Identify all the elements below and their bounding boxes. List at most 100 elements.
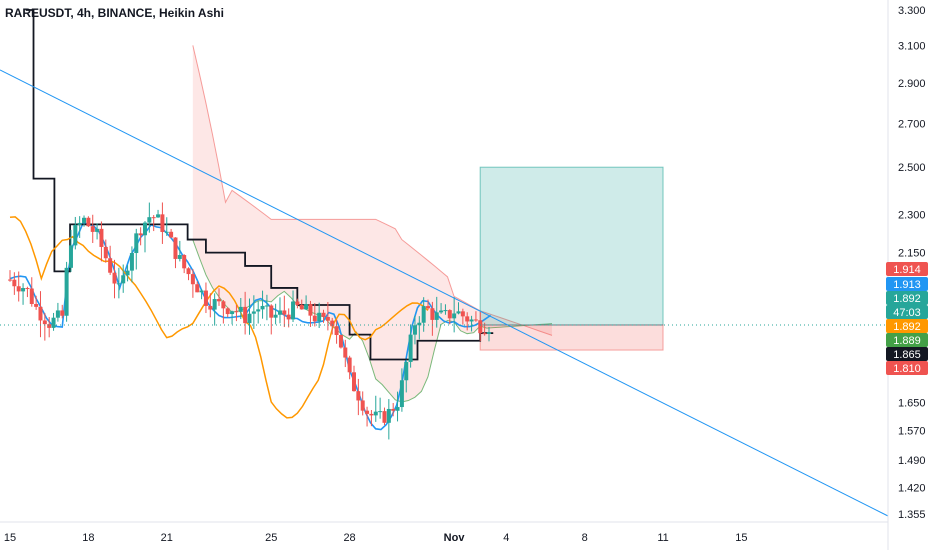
trendline-group[interactable] (0, 69, 889, 517)
candle-body (190, 274, 195, 285)
price-badge-label: 47:03 (893, 307, 921, 319)
profit-zone (479, 166, 664, 326)
candle-body (260, 305, 265, 310)
candle-body (103, 246, 108, 259)
candle-body (147, 217, 152, 223)
candle-body (447, 310, 452, 319)
candle-body (156, 214, 161, 218)
y-tick-label: 1.490 (898, 455, 926, 467)
long-position-tool[interactable] (479, 166, 664, 351)
price-badge-label: 1.913 (893, 279, 921, 291)
stop-zone (479, 324, 664, 351)
candle-body (151, 217, 156, 219)
candle-body (417, 322, 422, 326)
candle-body (112, 272, 117, 284)
y-tick-label: 1.355 (898, 509, 926, 521)
candle-body (77, 222, 82, 225)
time-axis[interactable]: 15 18 21 25 28 Nov 4 8 11 15 (0, 521, 888, 544)
x-tick-label: 15 (735, 532, 747, 544)
y-tick-label: 1.650 (898, 397, 926, 409)
x-tick-label: 25 (265, 532, 277, 544)
x-tick-label: 18 (82, 532, 94, 544)
candle-body (243, 306, 248, 324)
candle-body (439, 310, 444, 313)
price-badge (886, 262, 928, 276)
candle-body (99, 228, 104, 247)
candle-body (25, 288, 30, 290)
x-tick-label: 21 (161, 532, 173, 544)
x-tick-label: 28 (343, 532, 355, 544)
candle-body (452, 313, 457, 319)
price-badge (886, 277, 928, 291)
x-tick-label: 8 (582, 532, 588, 544)
candle-body (286, 314, 291, 320)
candle-body (47, 324, 52, 328)
price-badge-label: 1.889 (893, 335, 921, 347)
candle-body (138, 233, 143, 236)
candle-body (42, 320, 47, 325)
price-badge (886, 291, 928, 305)
candle-body (482, 333, 487, 335)
candle-body (347, 357, 352, 373)
price-badge (886, 333, 928, 347)
span-b-line (192, 45, 553, 336)
candle-body (195, 284, 200, 293)
candle-body (177, 255, 182, 259)
candle-body (68, 245, 73, 268)
y-tick-label: 2.300 (898, 209, 926, 221)
candle-body (234, 311, 239, 313)
x-tick-label: Nov (444, 532, 466, 544)
candle-body (164, 231, 169, 233)
candle-body (391, 408, 396, 411)
candle-body (404, 361, 409, 381)
candle-body (251, 311, 256, 314)
candle-body (38, 306, 43, 321)
candle-body (412, 325, 417, 335)
candle-body (373, 411, 378, 416)
candle-body (238, 306, 243, 312)
y-tick-label: 1.570 (898, 426, 926, 438)
candle-body (129, 253, 134, 271)
candle-body (386, 408, 391, 423)
candle-body (465, 316, 470, 322)
candle-body (434, 312, 439, 320)
candle-body (325, 316, 330, 321)
y-tick-label: 2.150 (898, 248, 926, 260)
candle-body (321, 312, 326, 317)
candle-body (34, 304, 39, 307)
candle-body (443, 310, 448, 312)
candle-body (330, 320, 335, 327)
price-badge (886, 305, 928, 319)
candle-body (269, 305, 274, 318)
candle-body (221, 301, 226, 309)
candle-body (160, 214, 165, 232)
candle-body (360, 400, 365, 411)
x-tick-label: 11 (657, 532, 668, 544)
y-tick-label: 2.700 (898, 119, 926, 131)
candle-body (304, 304, 309, 310)
candle-body (338, 335, 343, 348)
candle-body (478, 320, 483, 334)
price-badge-label: 1.892 (893, 321, 921, 333)
candle-body (378, 411, 383, 413)
candle-body (473, 319, 478, 321)
candle-body (426, 306, 431, 309)
price-badges: 1.914 1.913 1.892 47:03 1.892 1.889 1.865 1.810 (886, 262, 928, 375)
candle-body (29, 288, 34, 305)
candle-body (217, 299, 222, 302)
candle-body (277, 310, 282, 315)
price-badge-label: 1.810 (893, 363, 921, 375)
candle-body (291, 301, 296, 320)
candles (8, 202, 491, 440)
candle-body (60, 310, 65, 316)
candle-body (212, 299, 217, 310)
candle-body (256, 309, 261, 312)
candle-body (308, 304, 313, 316)
candle-body (73, 224, 78, 246)
candle-body (51, 317, 56, 328)
candle-body (356, 391, 361, 401)
candle-body (169, 231, 174, 238)
candle-body (408, 334, 413, 362)
